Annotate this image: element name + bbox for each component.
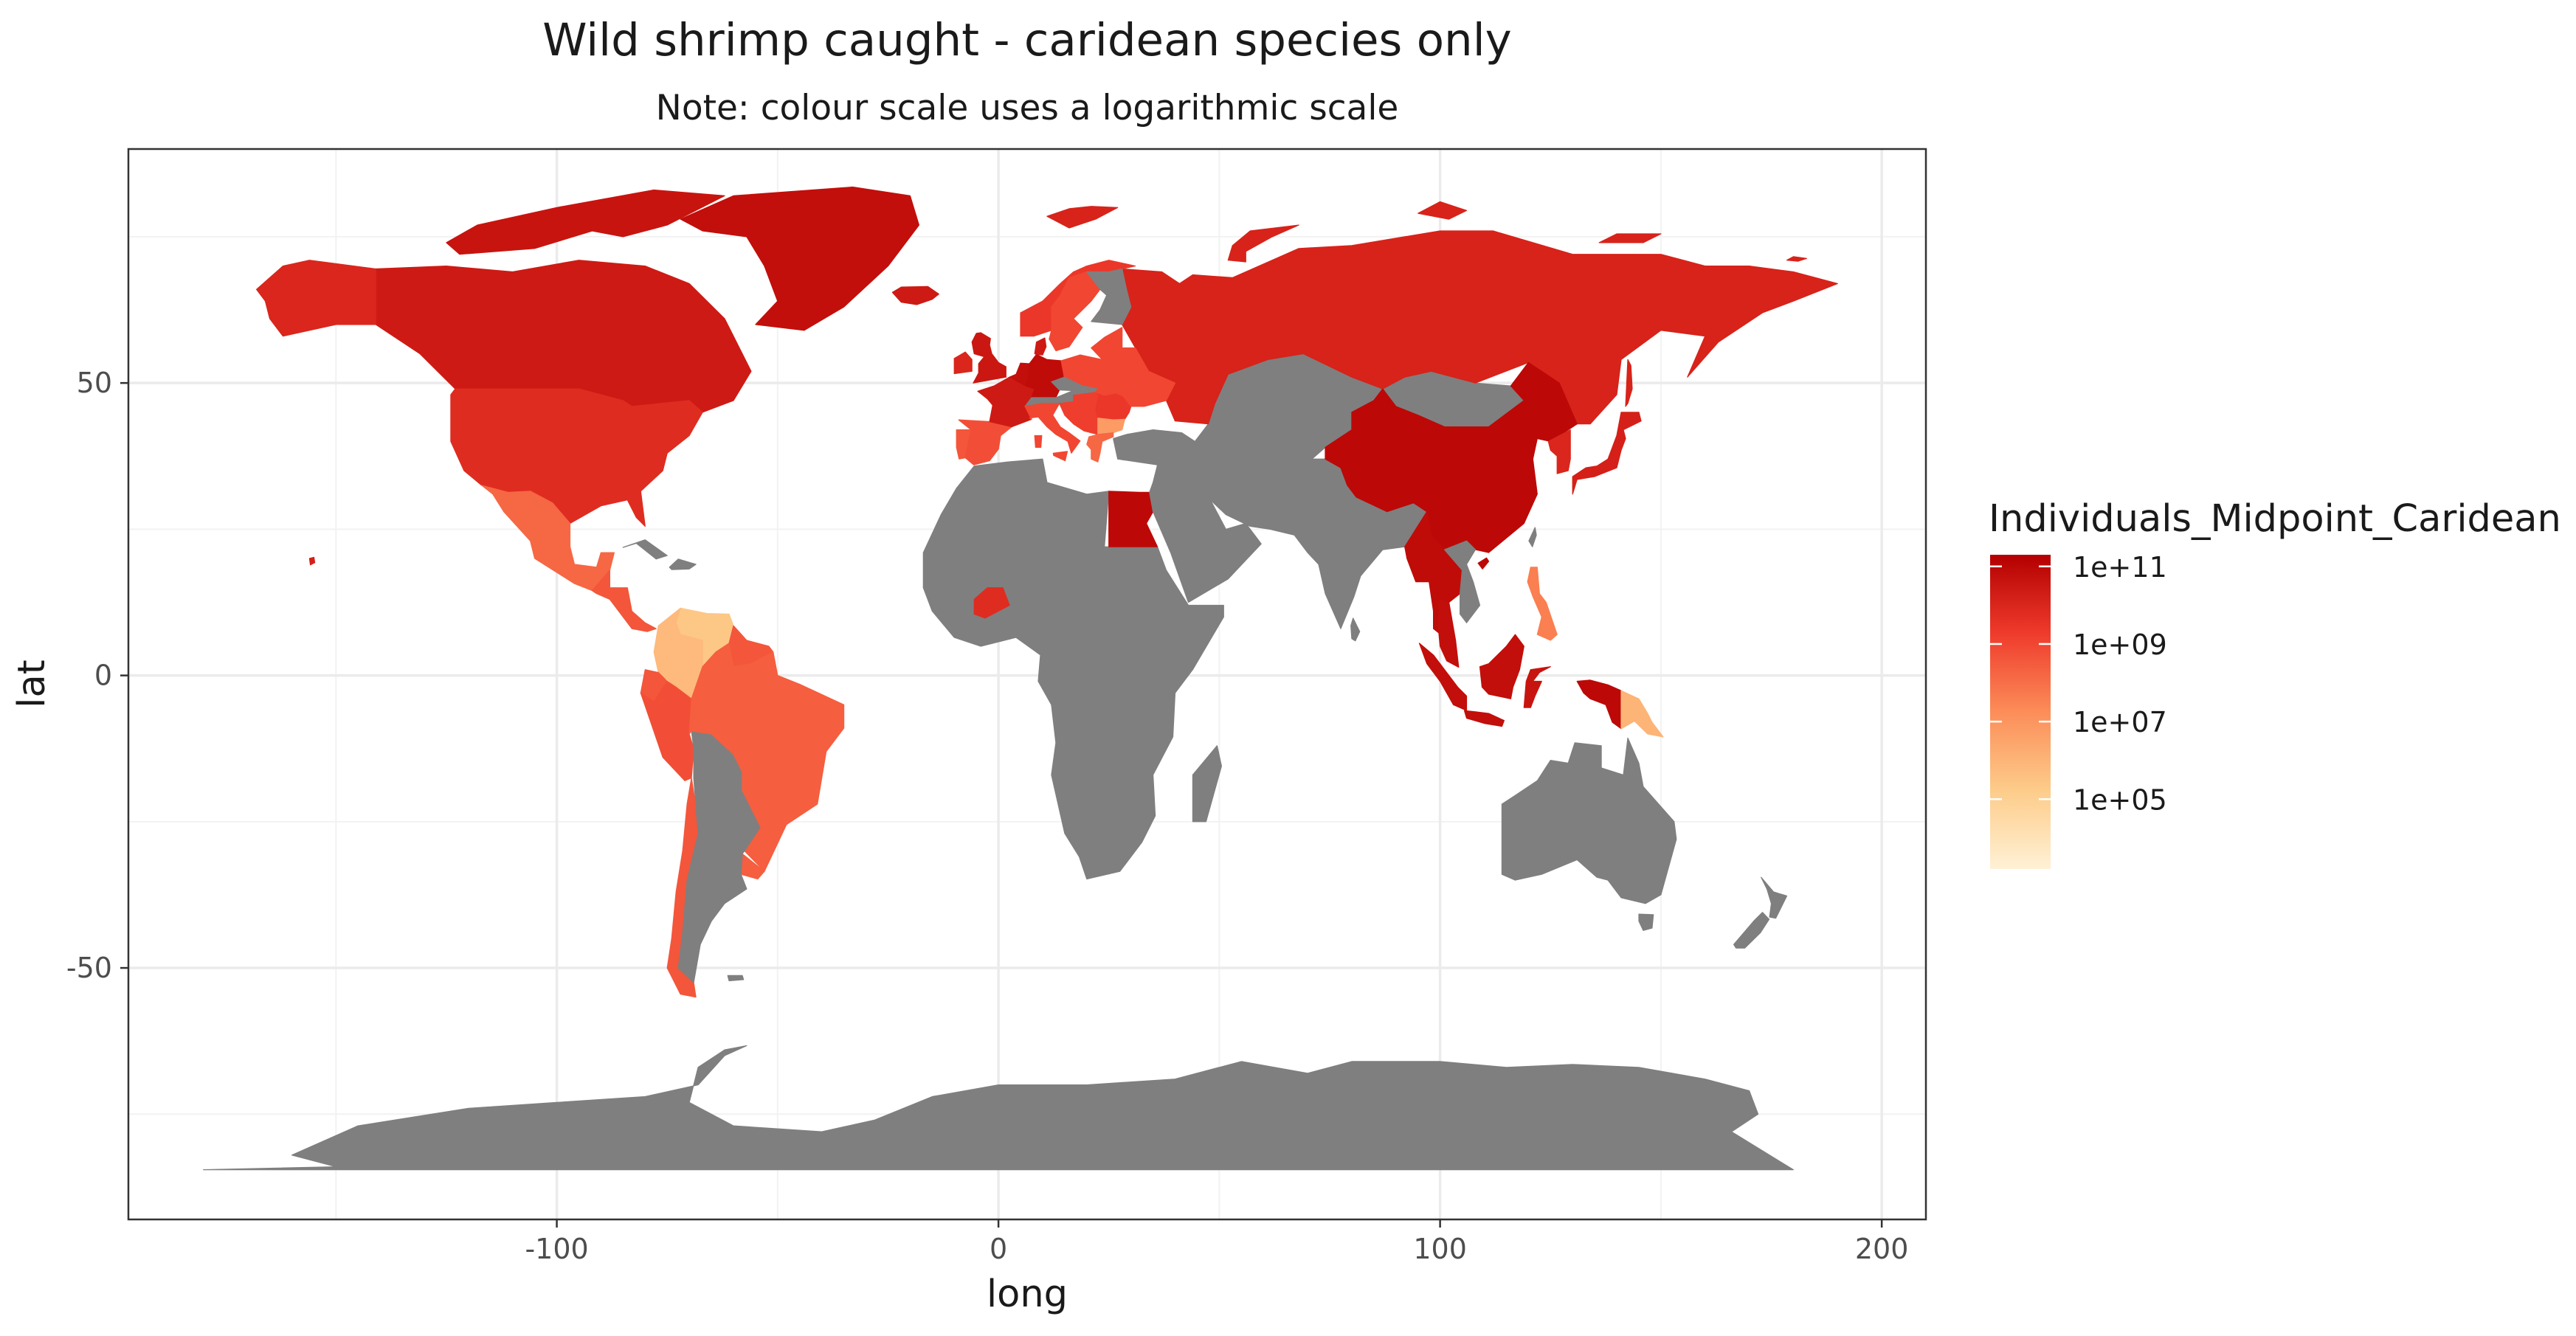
region-sicily [1052,451,1068,462]
region-sri-lanka [1350,617,1361,642]
region-philippines [1527,567,1558,641]
x-tick-label: 200 [1855,1233,1909,1265]
region-egypt [1108,491,1158,547]
y-axis-title: lat [10,660,54,707]
region-iceland [891,285,939,305]
legend-break-label: 1e+11 [2073,551,2167,584]
region-papua-new-guinea [1620,690,1664,738]
region-italy [1024,403,1081,454]
region-malay-peninsula [1437,598,1460,668]
region-argentina [677,803,761,983]
x-tick-label: -100 [525,1233,588,1265]
x-axis-title: long [987,1273,1068,1316]
region-sakhalin [1625,359,1633,407]
region-burkina-faso [973,587,1010,619]
y-tick-label: 50 [77,367,112,399]
region-mexico [481,485,615,592]
map-regions [203,186,1838,1171]
x-axis: -100 0 100 200 [525,1219,1908,1265]
region-great-britain [971,332,1006,384]
region-svalbard [1046,206,1119,229]
legend-title: Individuals_Midpoint_Caridean [1989,497,2561,541]
region-wrangel-island [1786,256,1807,262]
legend-ticks: 1e+11 1e+09 1e+07 1e+05 [1990,551,2167,816]
legend-colorbar [1990,555,2051,869]
region-denmark [1034,337,1047,356]
x-tick-label: 100 [1413,1233,1467,1265]
chart-subtitle: Note: colour scale uses a logarithmic sc… [656,88,1399,128]
region-russia [1122,230,1838,425]
region-africa [922,458,1224,880]
region-spain [958,419,1012,465]
region-new-zealand-north [1761,876,1788,919]
region-central-america [591,570,657,632]
region-hispaniola [669,558,697,570]
region-greenland [680,186,920,331]
chart-title: Wild shrimp caught - caridean species on… [542,14,1512,66]
region-new-siberian-islands [1598,233,1662,243]
legend: Individuals_Midpoint_Caridean 1e+11 1e+09… [1989,497,2561,869]
region-greece [1086,432,1114,463]
region-japan [1572,412,1642,495]
region-taiwan [1528,527,1537,547]
region-novaya-zemlya [1227,224,1299,263]
region-finland [1086,268,1132,325]
region-korea [1547,429,1571,474]
legend-break-label: 1e+05 [2073,783,2167,816]
region-indochina [1443,540,1481,623]
region-papua-indonesia [1576,679,1622,730]
legend-break-label: 1e+09 [2073,629,2167,661]
region-cuba [622,539,668,560]
region-china [1325,361,1578,553]
region-severnaya-zemlya [1418,201,1468,220]
region-belarus-ukraine-baltics [1091,327,1176,407]
region-borneo [1479,634,1524,699]
region-madagascar [1192,745,1223,823]
panel-border [127,148,1927,1221]
region-new-zealand [1733,912,1770,949]
legend-break-label: 1e+07 [2073,706,2167,738]
y-axis: -50 0 50 [66,367,128,984]
region-sulawesi [1523,666,1551,708]
region-hawaii [308,556,316,566]
region-alaska [256,260,376,337]
region-sweden [1049,271,1101,352]
region-falklands [727,975,745,982]
x-tick-label: 0 [990,1233,1007,1265]
region-antarctica [203,1045,1794,1171]
region-australia [1501,737,1677,904]
y-tick-label: -50 [66,952,112,984]
region-ireland [953,351,973,375]
plot-panel [127,148,1927,1221]
region-hainan [1477,557,1490,570]
region-java [1463,710,1505,727]
region-sardinia-corsica [1034,435,1043,449]
region-canadian-arctic-islands [446,189,725,255]
region-tasmania [1638,913,1654,931]
y-tick-label: 0 [94,660,112,692]
